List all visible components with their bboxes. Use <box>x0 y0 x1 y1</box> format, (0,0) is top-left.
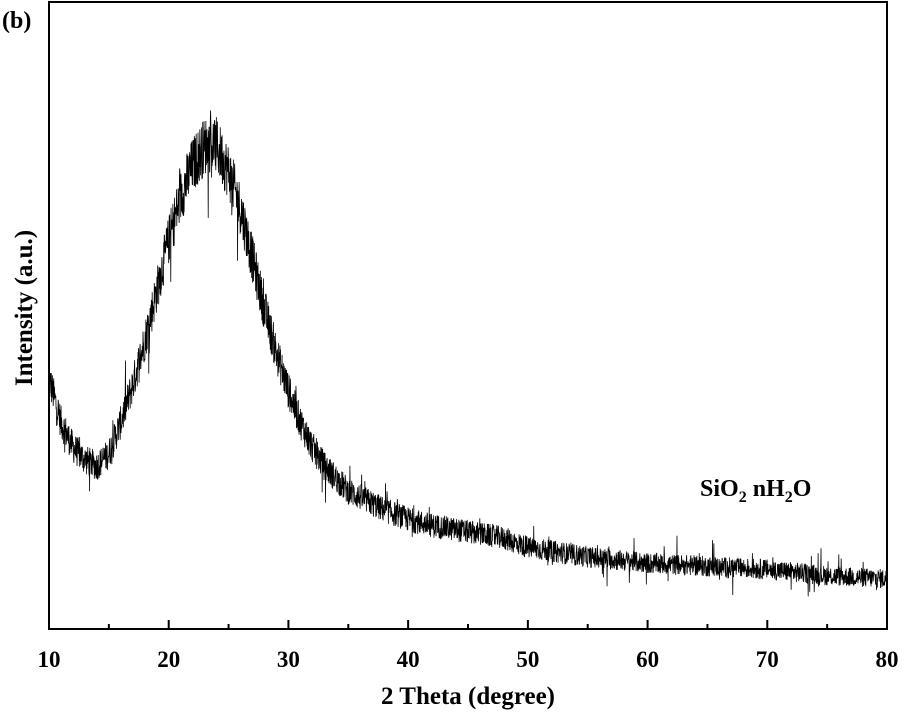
x-axis-title: 2 Theta (degree) <box>381 683 555 710</box>
x-tick-label: 60 <box>636 647 659 672</box>
annotation-sub2: 2 <box>785 489 793 506</box>
panel-label: (b) <box>2 8 31 34</box>
x-axis-tick-labels: 10 20 30 40 50 60 70 80 <box>38 647 899 672</box>
x-tick-label: 50 <box>516 647 539 672</box>
annotation-end: O <box>793 476 812 502</box>
x-tick-label: 70 <box>756 647 779 672</box>
data-trace <box>48 110 888 597</box>
x-tick-label: 40 <box>397 647 420 672</box>
series-annotation: SiO2 nH2O <box>700 476 811 506</box>
x-tick-label: 20 <box>157 647 180 672</box>
x-tick-label: 10 <box>38 647 61 672</box>
x-tick-label: 30 <box>277 647 300 672</box>
x-tick-label: 80 <box>876 647 899 672</box>
y-axis-title: Intensity (a.u.) <box>11 230 38 386</box>
x-axis-ticks <box>48 620 888 629</box>
annotation-sub1: 2 <box>739 489 747 506</box>
annotation-mid: nH <box>747 476 785 502</box>
annotation-base: SiO <box>700 476 739 502</box>
series-line-sio2 <box>48 110 888 597</box>
